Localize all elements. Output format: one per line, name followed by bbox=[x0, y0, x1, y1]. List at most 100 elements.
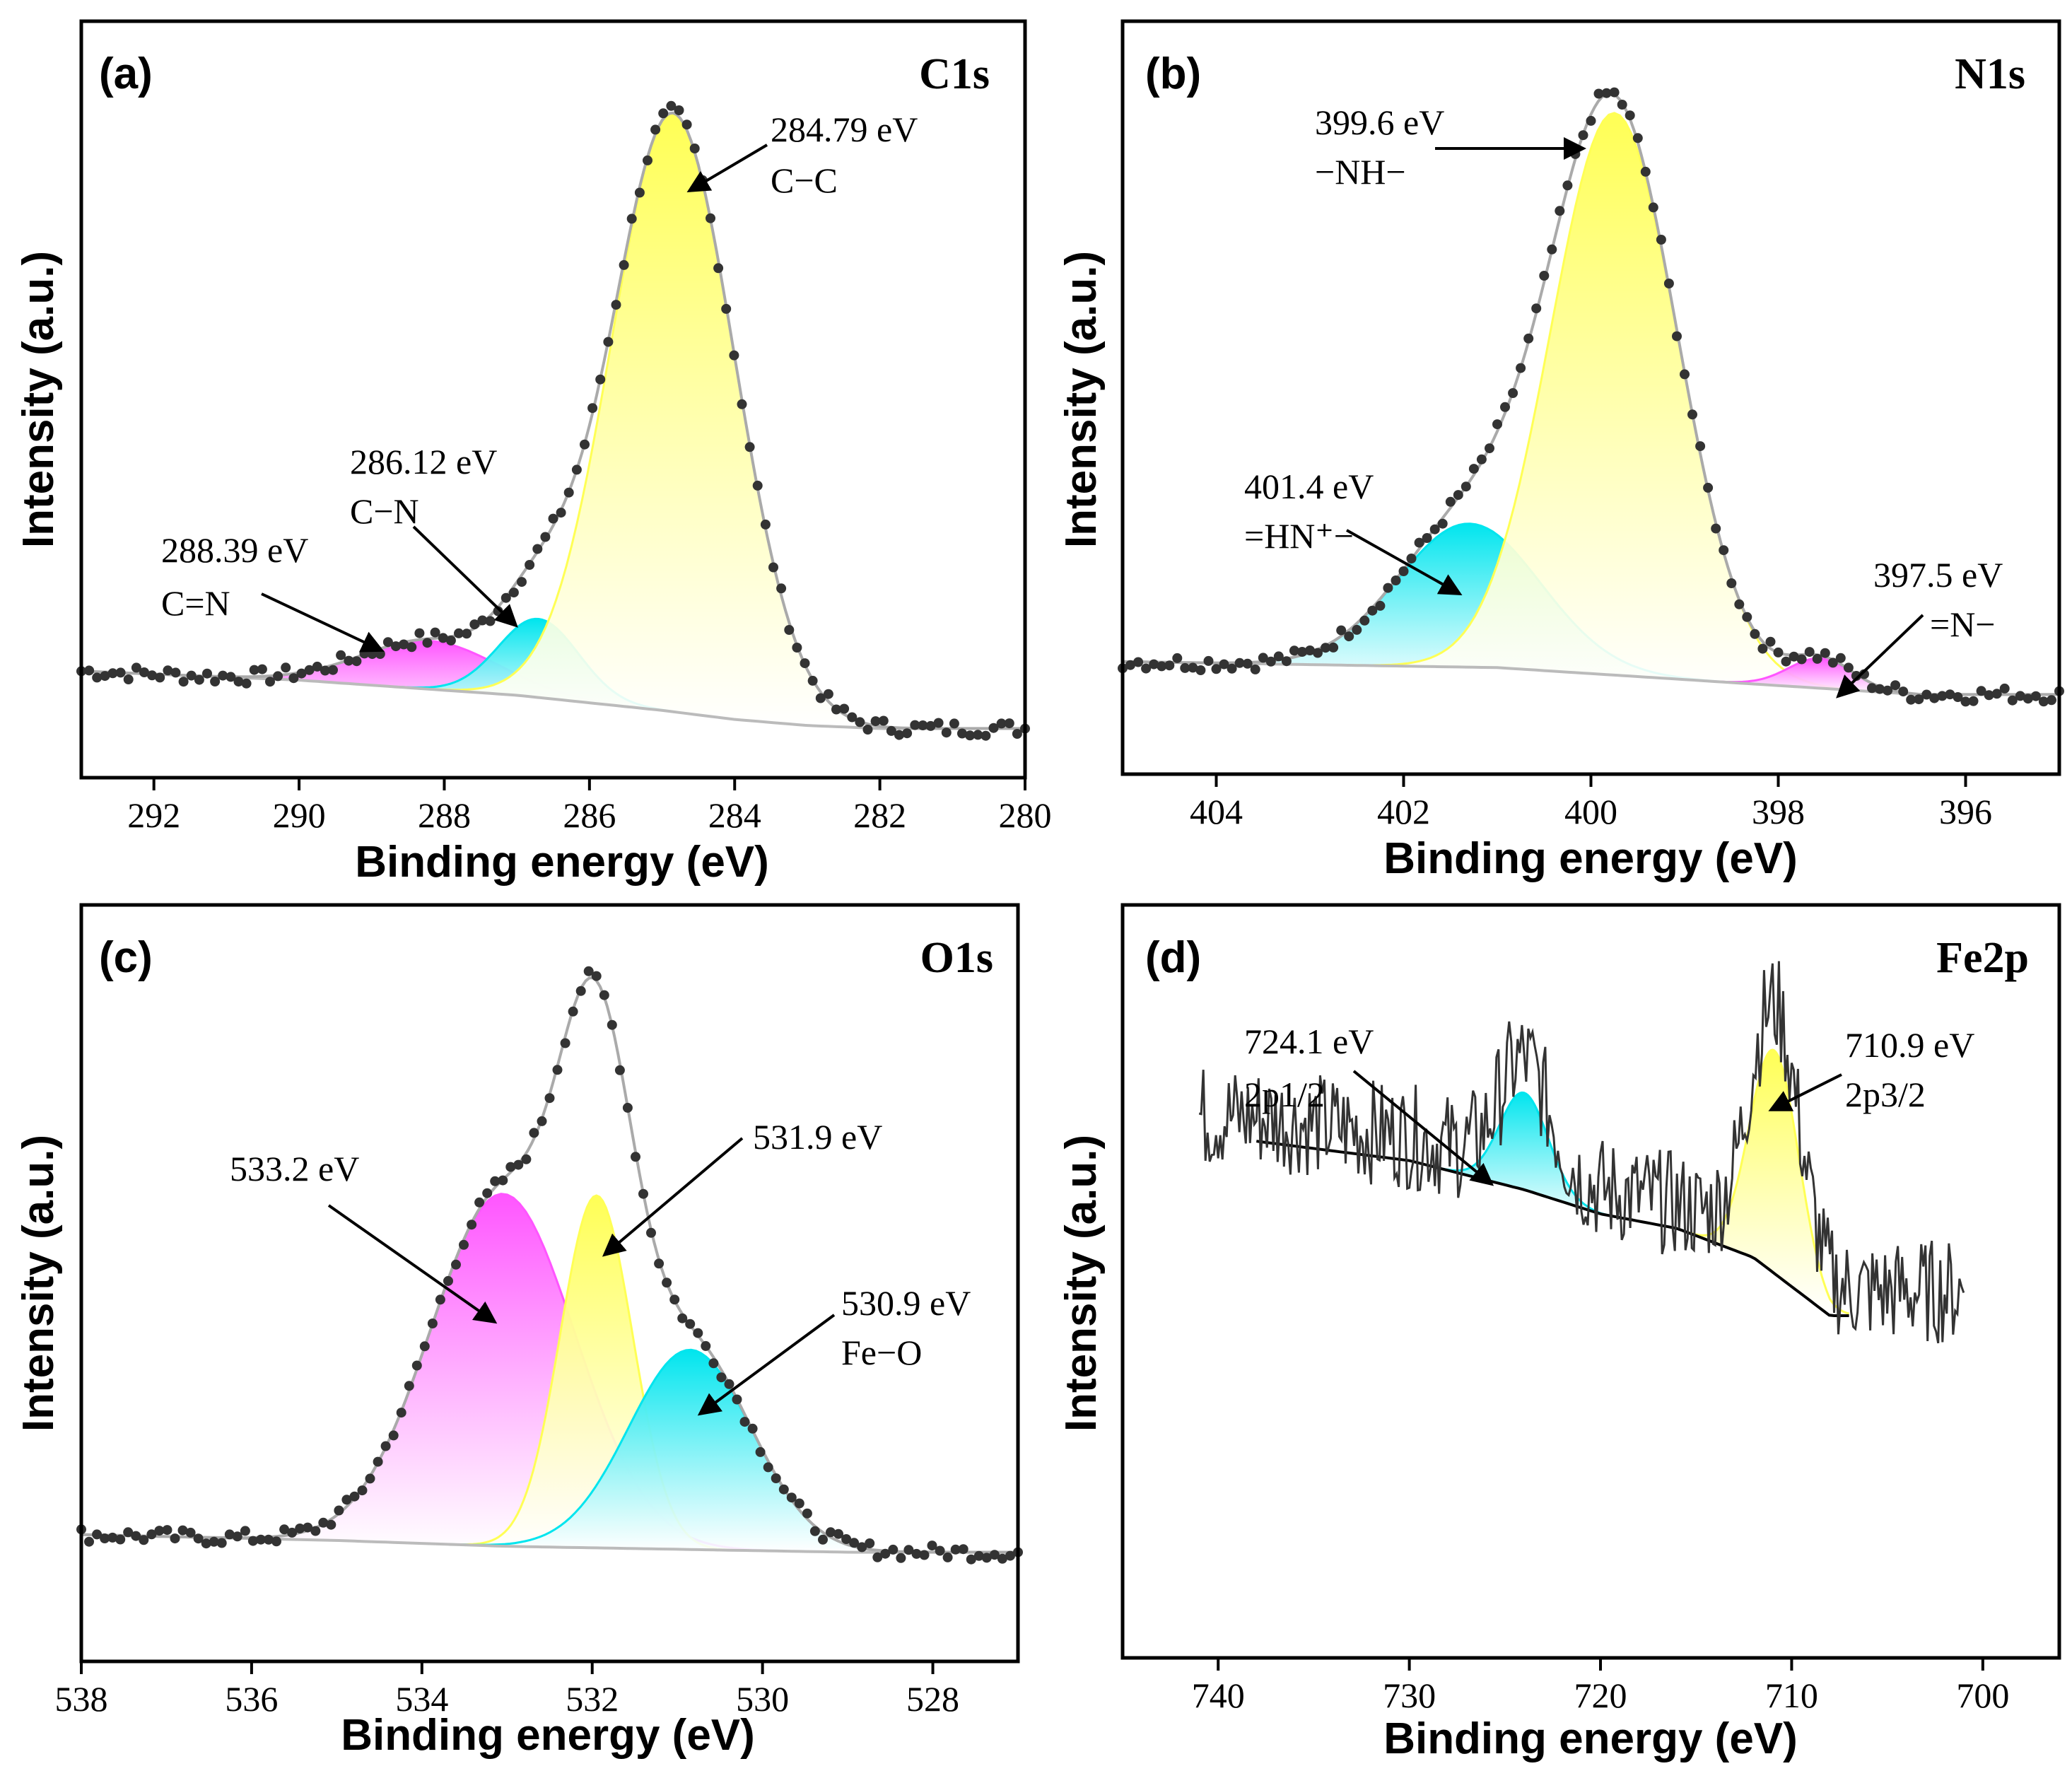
panel-a-annotation-c-eq-n-label: C=N bbox=[161, 583, 230, 623]
panel-b-data-point bbox=[1149, 659, 1159, 670]
panel-c-annotation-533-value: 533.2 eV bbox=[230, 1149, 359, 1188]
panel-c-data-point bbox=[794, 1498, 804, 1509]
panel-a-data-point bbox=[382, 637, 393, 648]
panel-a-arrow-c-eq-n bbox=[261, 592, 385, 653]
panel-c-arrow-fe-o bbox=[697, 1314, 836, 1416]
panel-b-data-point bbox=[1336, 625, 1347, 636]
panel-a-data-point bbox=[634, 187, 645, 198]
panel-a-data-point bbox=[84, 665, 95, 676]
panel-c-data-point bbox=[958, 1544, 968, 1555]
panel-b-data-point bbox=[1820, 648, 1830, 658]
panel-c-data-point bbox=[521, 1154, 532, 1164]
panel-b-data-point bbox=[1468, 464, 1479, 474]
panel-c-data-point bbox=[201, 1538, 211, 1549]
panel-a-data-point bbox=[210, 677, 221, 686]
panel-b-plot-area bbox=[1118, 87, 2064, 707]
panel-a-x-tick-label-4: 284 bbox=[708, 795, 761, 835]
panel-b-y-axis-title: Intensity (a.u.) bbox=[1057, 251, 1106, 548]
panel-a-data-point bbox=[611, 300, 621, 310]
panel-a-data-point bbox=[336, 650, 346, 660]
panel-b-annotation-nh-label: −NH− bbox=[1315, 152, 1406, 192]
panel-a-data-point bbox=[422, 638, 433, 648]
panel-a-data-point bbox=[399, 639, 409, 650]
panel-d-annotation-2p32-label: 2p3/2 bbox=[1845, 1075, 1926, 1114]
panel-d-arrow-2p32 bbox=[1768, 1073, 1842, 1111]
panel-a-data-point bbox=[265, 677, 275, 687]
panel-a-data-point bbox=[430, 627, 440, 638]
panel-b-data-point bbox=[1586, 115, 1596, 126]
panel-c-plot-area bbox=[76, 966, 1023, 1565]
panel-b-data-point bbox=[1461, 481, 1471, 492]
panel-d-annotation-2p12-label: 2p1/2 bbox=[1244, 1075, 1325, 1114]
panel-c-data-point bbox=[669, 1294, 680, 1305]
panel-c-data-point bbox=[529, 1128, 539, 1138]
panel-b-data-point bbox=[1781, 656, 1791, 667]
panel-c-letter: (c) bbox=[99, 933, 153, 982]
panel-c-data-point bbox=[224, 1529, 235, 1540]
panel-c-data-point bbox=[888, 1544, 899, 1555]
panel-b-arrow-n bbox=[1836, 614, 1924, 698]
panel-c-data-point bbox=[646, 1227, 656, 1238]
panel-b-data-point bbox=[1632, 133, 1643, 144]
panel-c-data-point bbox=[482, 1188, 493, 1198]
panel-a-frame bbox=[79, 19, 1027, 780]
panel-b-data-point bbox=[1656, 235, 1666, 245]
panel-c-data-point bbox=[467, 1220, 477, 1230]
panel-a-data-point bbox=[414, 628, 425, 638]
panel-b-data-point bbox=[1937, 691, 1948, 701]
panel-b-data-point bbox=[1258, 653, 1268, 663]
panel-c-data-point bbox=[154, 1526, 165, 1536]
panel-b-data-point bbox=[1835, 653, 1846, 663]
panel-b-data-point bbox=[1812, 653, 1822, 664]
panel-b-data-point bbox=[1328, 642, 1339, 653]
panel-c-data-point bbox=[115, 1534, 126, 1545]
panel-a-data-point bbox=[186, 670, 197, 681]
panel-a-data-point bbox=[233, 677, 244, 687]
panel-c-data-point bbox=[162, 1525, 172, 1536]
panel-a-data-point bbox=[312, 661, 322, 672]
panel-b-data-point bbox=[1999, 683, 2010, 694]
panel-a-data-point bbox=[988, 723, 999, 733]
panel-c-data-point bbox=[334, 1505, 344, 1516]
panel-b-data-point bbox=[2023, 694, 2033, 704]
panel-a-data-point bbox=[706, 213, 715, 223]
panel-a-data-point bbox=[752, 480, 763, 491]
panel-b-x-tick-label-2: 400 bbox=[1564, 792, 1617, 831]
panel-a-data-point bbox=[462, 629, 472, 639]
panel-c-data-point bbox=[209, 1536, 219, 1547]
panel-a-data-point bbox=[587, 403, 598, 414]
panel-c-data-point bbox=[349, 1491, 360, 1502]
panel-c-annotation-fe-o-value: 530.9 eV bbox=[841, 1283, 971, 1323]
panel-b-data-point bbox=[2015, 691, 2025, 701]
panel-d-x-tick-label-3: 710 bbox=[1765, 1676, 1818, 1715]
panel-a-data-point bbox=[226, 672, 236, 682]
panel-c-data-point bbox=[232, 1531, 242, 1542]
panel-c-data-point bbox=[973, 1550, 984, 1561]
panel-b-data-point bbox=[2030, 691, 2041, 701]
panel-b-data-point bbox=[1273, 651, 1284, 662]
panel-b-data-point bbox=[1234, 657, 1245, 668]
panel-b-data-point bbox=[1219, 659, 1229, 670]
panel-a-annotation-cc-value: 284.79 eV bbox=[771, 110, 918, 149]
panel-c-data-point bbox=[279, 1524, 290, 1535]
panel-c-x-tick-label-0: 538 bbox=[55, 1679, 108, 1719]
panel-b-data-point bbox=[1289, 645, 1299, 656]
panel-b-data-point bbox=[1562, 180, 1573, 191]
panel-d-annotation-2p12-value: 724.1 eV bbox=[1244, 1022, 1374, 1061]
panel-b-peak-fill-1 bbox=[1224, 112, 2004, 695]
panel-c-data-point bbox=[591, 971, 602, 981]
panel-b-annotation-nh-value: 399.6 eV bbox=[1315, 103, 1444, 142]
panel-b-data-point bbox=[1321, 643, 1331, 653]
panel-a-letter: (a) bbox=[99, 49, 153, 98]
panel-b-data-point bbox=[1453, 490, 1463, 501]
panel-a-data-point bbox=[131, 662, 141, 673]
panel-b-data-point bbox=[1804, 647, 1815, 657]
panel-c-data-point bbox=[256, 1534, 266, 1545]
panel-a-data-point bbox=[548, 513, 558, 524]
panel-a-data-point bbox=[737, 399, 747, 409]
panel-a-data-point bbox=[508, 587, 519, 598]
panel-c-x-ticks: 538 536 534 532 530 528 bbox=[55, 1661, 959, 1719]
panel-b-data-point bbox=[1539, 271, 1550, 281]
panel-b-data-point bbox=[1476, 454, 1487, 464]
panel-a-data-point bbox=[941, 727, 952, 738]
